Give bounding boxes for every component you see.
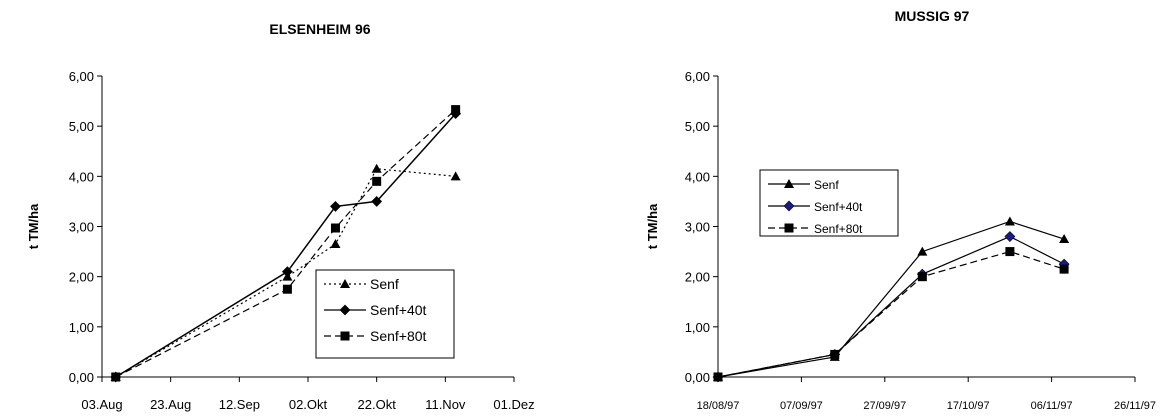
x-tick-label: 17/10/97 [947,400,990,412]
y-tick-label: 4,00 [685,169,710,184]
data-point [281,266,293,278]
legend-marker [784,179,794,188]
data-point [1004,231,1016,242]
series-senf [713,216,1070,381]
x-tick-label: 03.Aug [81,397,122,412]
y-tick-label: 3,00 [69,220,94,235]
y-tick-label: 0,00 [69,370,94,385]
data-point [713,372,723,382]
data-point [372,176,382,186]
series-senf-40t [712,231,1070,383]
chart-elsenheim: ELSENHEIM 96 t TM/ha 0,00 1,00 2,00 3,00 4,00 5… [26,21,535,412]
y-axis-label: t TM/ha [645,203,660,249]
y-tick-label: 0,00 [685,370,710,385]
y-tick-label: 4,00 [69,169,94,184]
legend-marker [339,304,351,316]
x-tick-label: 27/09/97 [863,400,906,412]
y-tick-label: 2,00 [69,270,94,285]
y-tick-label: 1,00 [69,320,94,335]
data-point [111,372,121,382]
data-point [830,349,840,359]
chart-title: ELSENHEIM 96 [269,21,370,37]
y-tick-label: 2,00 [685,270,710,285]
x-tick-label: 06/11/97 [1031,400,1073,412]
x-tick-label: 07/09/97 [780,400,823,412]
x-tick-label: 23.Aug [150,397,191,412]
legend-label: Senf+40t [814,200,863,214]
y-tick-label: 3,00 [685,220,710,235]
data-point [371,163,382,173]
series-line [717,235,1065,378]
x-tick-label: 11.Nov [425,397,466,412]
x-tick-label: 26/11/97 [1114,400,1156,412]
legend-box [759,169,899,237]
legend-label: Senf+40t [370,302,427,318]
series-line [717,250,1065,378]
x-tick-label: 18/08/97 [697,400,740,412]
x-tick-label: 02.Okt [289,397,328,412]
data-point [282,284,292,294]
y-tick-label: 5,00 [685,119,710,134]
series-senf-80t [111,105,461,382]
data-point [450,171,461,181]
data-point [1004,216,1015,226]
data-point [1005,247,1015,257]
x-tick-label: 01.Dez [493,397,534,412]
y-tick-label: 5,00 [69,119,94,134]
y-tick-label: 6,00 [69,69,94,84]
data-point [451,105,461,115]
y-tick-label: 1,00 [685,320,710,335]
series-line [717,220,1065,378]
data-point [330,239,341,249]
legend-marker [340,331,350,341]
legend-marker [340,279,350,288]
legend-label: Senf+80t [370,328,427,344]
legend: Senf Senf+40t Senf+80t [759,169,899,237]
data-point [371,195,383,207]
chart-mussig: MUSSIG 97 t TM/ha 0,00 1,00 2,00 3,00 4,00 5,00… [645,8,1156,412]
y-tick-label: 6,00 [685,69,710,84]
series-senf-80t [713,247,1069,382]
legend-box [315,269,455,359]
legend-marker [783,200,795,212]
data-point [1059,264,1069,274]
legend-marker [784,223,794,233]
x-tick-label: 12.Sep [219,397,260,412]
data-point [917,246,928,256]
data-point [917,272,927,282]
legend: Senf Senf+40t Senf+80t [315,269,455,359]
legend-label: Senf [814,178,839,192]
x-tick-label: 22.Okt [358,397,397,412]
legend-label: Senf [370,276,399,292]
chart-title: MUSSIG 97 [895,8,970,24]
data-point [330,201,341,212]
data-point [330,223,340,233]
legend-label: Senf+80t [814,222,863,236]
y-axis-label: t TM/ha [26,203,41,249]
data-point [1059,234,1070,244]
